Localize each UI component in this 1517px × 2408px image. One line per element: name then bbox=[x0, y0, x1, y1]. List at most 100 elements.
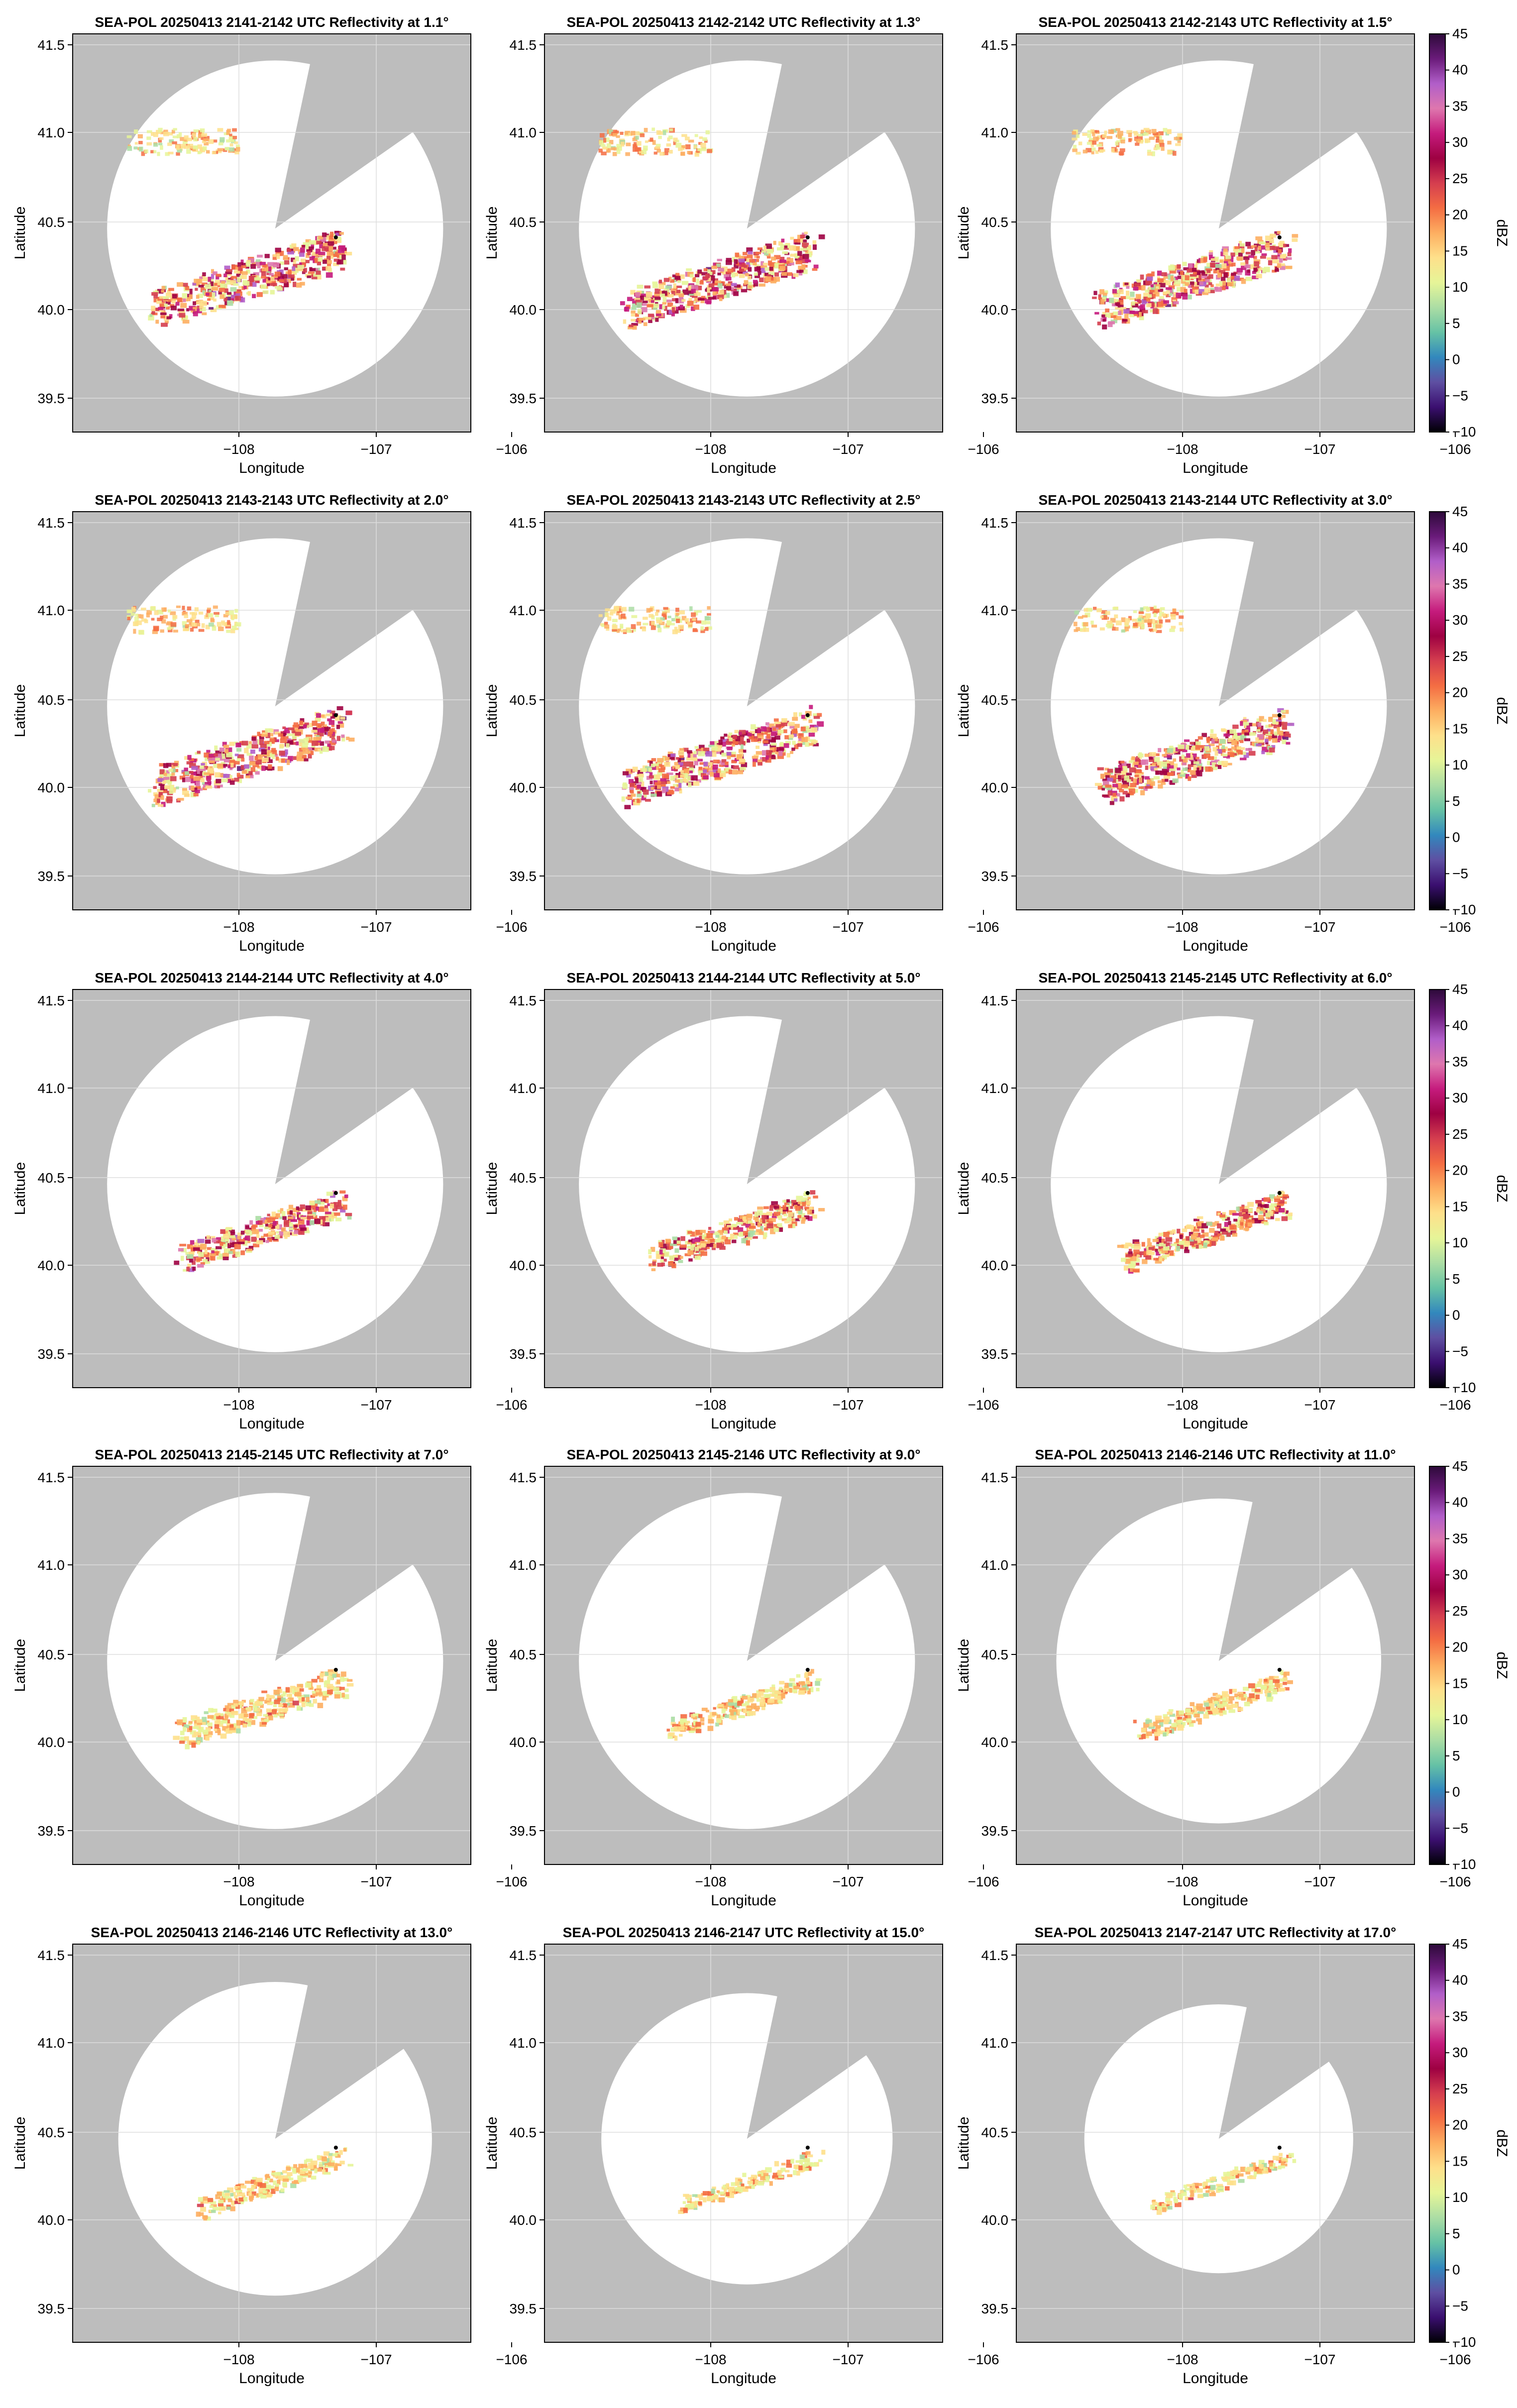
radar-panel: SEA-POL 20250413 2146-2146 UTC Reflectiv… bbox=[12, 1925, 528, 2387]
colorbar-label: dBZ bbox=[1494, 219, 1510, 246]
y-tick-label: 41.5 bbox=[981, 993, 1009, 1008]
panel-title: SEA-POL 20250413 2145-2145 UTC Reflectiv… bbox=[95, 1447, 448, 1462]
colorbar: 45 40 35 30 25 20 15 10 5 0 −5 −10 dBZ bbox=[1429, 1936, 1510, 2350]
y-tick-label: 41.5 bbox=[510, 37, 537, 53]
plot-frame bbox=[72, 1944, 471, 2343]
radar-panel: SEA-POL 20250413 2143-2143 UTC Reflectiv… bbox=[12, 492, 528, 954]
colorbar-label: dBZ bbox=[1494, 1175, 1510, 1202]
x-axis-label: Longitude bbox=[1183, 2370, 1248, 2387]
blocked-sector bbox=[1218, 512, 1384, 707]
colorbar-tick-label: 5 bbox=[1452, 1271, 1460, 1287]
y-axis-label: Latitude bbox=[484, 1162, 500, 1215]
y-tick-label: 40.5 bbox=[981, 1170, 1009, 1186]
echo-field bbox=[1072, 127, 1299, 329]
plot-frame bbox=[544, 989, 943, 1388]
radar-site-marker bbox=[333, 2145, 338, 2150]
colorbar-tick-label: 40 bbox=[1452, 540, 1468, 555]
panel-title: SEA-POL 20250413 2143-2143 UTC Reflectiv… bbox=[95, 492, 448, 508]
y-tick-label: 40.5 bbox=[981, 215, 1009, 230]
x-tick-label: −107 bbox=[360, 1397, 392, 1413]
y-tick-label: 41.0 bbox=[981, 1557, 1009, 1573]
colorbar-tick-label: 20 bbox=[1452, 207, 1468, 222]
y-tick-label: 40.0 bbox=[38, 780, 65, 795]
blocked-sector bbox=[1218, 1981, 1351, 2139]
x-tick-label: −107 bbox=[1304, 441, 1335, 457]
colorbar-tick-label: 20 bbox=[1452, 685, 1468, 700]
y-tick-label: 40.5 bbox=[38, 2125, 65, 2140]
colorbar-tick-label: 10 bbox=[1452, 1712, 1468, 1727]
x-axis-label: Longitude bbox=[239, 1892, 305, 1909]
colorbar: 45 40 35 30 25 20 15 10 5 0 −5 −10 dBZ bbox=[1429, 982, 1510, 1395]
colorbar-tick-label: 30 bbox=[1452, 2045, 1468, 2060]
echo-field bbox=[126, 127, 352, 327]
y-tick-label: 40.0 bbox=[38, 2212, 65, 2228]
colorbar-tick-label: 30 bbox=[1452, 1567, 1468, 1582]
blocked-sector bbox=[275, 1955, 430, 2139]
y-tick-label: 40.5 bbox=[510, 2125, 537, 2140]
colorbar-tick-label: 40 bbox=[1452, 1972, 1468, 1988]
radar-panel: SEA-POL 20250413 2142-2142 UTC Reflectiv… bbox=[484, 14, 999, 476]
radar-site-marker bbox=[1277, 2145, 1282, 2150]
blocked-sector bbox=[747, 1466, 912, 1661]
panel-title: SEA-POL 20250413 2146-2147 UTC Reflectiv… bbox=[563, 1925, 925, 1940]
y-tick-label: 41.5 bbox=[510, 1470, 537, 1485]
x-tick-label: −106 bbox=[496, 2352, 527, 2367]
colorbar-tick-label: 5 bbox=[1452, 793, 1460, 809]
x-tick-label: −107 bbox=[832, 919, 864, 935]
y-tick-label: 39.5 bbox=[38, 2301, 65, 2316]
x-tick-label: −107 bbox=[360, 919, 392, 935]
x-tick-label: −108 bbox=[1167, 919, 1198, 935]
y-tick-label: 40.0 bbox=[510, 1735, 537, 1750]
y-tick-label: 40.5 bbox=[38, 692, 65, 708]
blocked-sector bbox=[747, 34, 912, 229]
y-tick-label: 40.5 bbox=[38, 1647, 65, 1662]
radar-panel: SEA-POL 20250413 2141-2142 UTC Reflectiv… bbox=[12, 14, 528, 476]
x-tick-label: −107 bbox=[1304, 919, 1335, 935]
echo-field bbox=[196, 2147, 354, 2221]
plot-frame bbox=[544, 511, 943, 910]
y-tick-label: 40.0 bbox=[981, 780, 1009, 795]
panel-title: SEA-POL 20250413 2144-2144 UTC Reflectiv… bbox=[95, 970, 448, 985]
colorbar-tick-label: −10 bbox=[1452, 2334, 1476, 2350]
x-tick-label: −107 bbox=[360, 1874, 392, 1889]
panel-title: SEA-POL 20250413 2147-2147 UTC Reflectiv… bbox=[1035, 1925, 1397, 1940]
blocked-sector bbox=[747, 512, 912, 707]
y-tick-label: 40.0 bbox=[38, 302, 65, 318]
y-tick-label: 39.5 bbox=[510, 391, 537, 406]
y-tick-label: 41.5 bbox=[981, 1948, 1009, 1963]
x-axis-label: Longitude bbox=[239, 2370, 305, 2387]
colorbar: 45 40 35 30 25 20 15 10 5 0 −5 −10 dBZ bbox=[1429, 26, 1510, 439]
y-axis-label: Latitude bbox=[12, 1639, 28, 1692]
y-tick-label: 39.5 bbox=[981, 2301, 1009, 2316]
colorbar-tick-label: 15 bbox=[1452, 1675, 1468, 1691]
radar-site-marker bbox=[805, 2145, 810, 2150]
echo-field bbox=[1117, 1191, 1293, 1274]
colorbar-tick-label: 10 bbox=[1452, 1235, 1468, 1250]
y-tick-label: 40.0 bbox=[38, 1258, 65, 1273]
x-tick-label: −108 bbox=[695, 441, 726, 457]
y-axis-label: Latitude bbox=[956, 2117, 972, 2170]
colorbar-tick-label: 15 bbox=[1452, 721, 1468, 736]
y-tick-label: 41.5 bbox=[981, 515, 1009, 531]
plot-frame bbox=[72, 33, 471, 433]
radar-panel: SEA-POL 20250413 2145-2146 UTC Reflectiv… bbox=[484, 1447, 999, 1909]
panel-title: SEA-POL 20250413 2145-2145 UTC Reflectiv… bbox=[1038, 970, 1392, 985]
y-tick-label: 40.5 bbox=[510, 692, 537, 708]
y-axis-label: Latitude bbox=[484, 684, 500, 738]
y-tick-label: 40.0 bbox=[38, 1735, 65, 1750]
y-tick-label: 41.0 bbox=[510, 1557, 537, 1573]
colorbar-tick-label: 45 bbox=[1452, 982, 1468, 997]
y-tick-label: 41.5 bbox=[981, 37, 1009, 53]
y-tick-label: 40.5 bbox=[510, 1170, 537, 1186]
colorbar-tick-label: 0 bbox=[1452, 2262, 1460, 2278]
y-tick-label: 40.5 bbox=[981, 2125, 1009, 2140]
colorbar-tick-label: 10 bbox=[1452, 2189, 1468, 2205]
radar-site-marker bbox=[805, 235, 810, 239]
y-tick-label: 40.0 bbox=[981, 2212, 1009, 2228]
radar-panel: SEA-POL 20250413 2146-2146 UTC Reflectiv… bbox=[956, 1447, 1471, 1909]
colorbar-tick-label: 45 bbox=[1452, 1458, 1468, 1474]
y-tick-label: 40.0 bbox=[981, 302, 1009, 318]
x-tick-label: −107 bbox=[832, 1874, 864, 1889]
radar-panel: SEA-POL 20250413 2145-2145 UTC Reflectiv… bbox=[956, 970, 1471, 1432]
radar-panel: SEA-POL 20250413 2145-2145 UTC Reflectiv… bbox=[12, 1447, 528, 1909]
